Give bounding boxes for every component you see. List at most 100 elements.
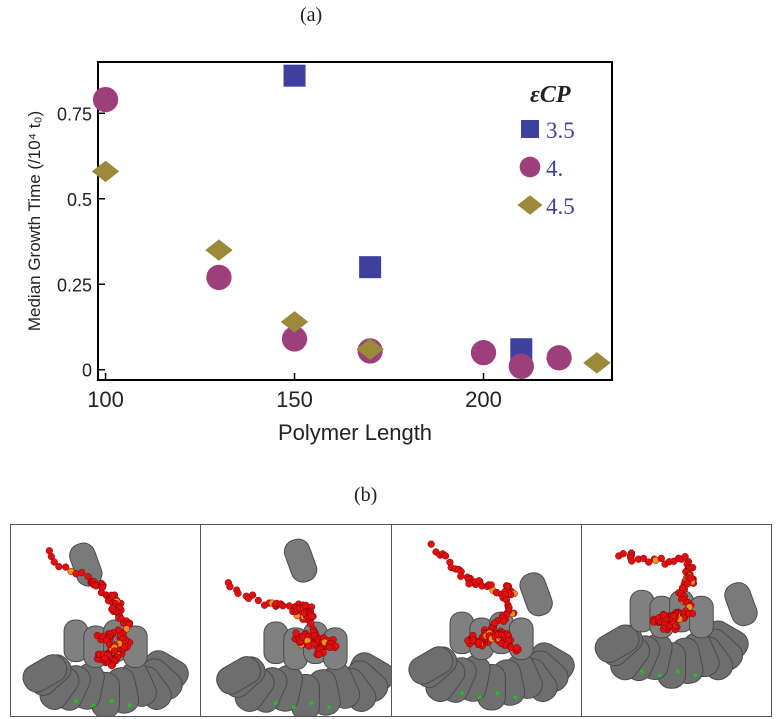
accent-bead [327,705,332,710]
polymer-bead [659,611,668,619]
polymer-bead [254,596,263,605]
polymer-bead [315,650,323,659]
point-series-1 [470,339,497,366]
polymer-bead [292,629,300,637]
point-series-1 [92,86,119,113]
polymer-bead [308,612,316,620]
scatter-chart: 100 150 200 0 0.25 0.5 0.75 Polymer Length Me… [25,61,613,445]
accent-bead [693,673,698,678]
point-series-2 [280,311,309,333]
polymer-bead [639,554,647,563]
accent-bead [127,703,132,708]
legend-marker [517,195,543,215]
polymer-bead [50,558,58,566]
accent-bead [459,691,464,696]
polymer-bead [249,591,257,599]
y-tick-label: 0.75 [57,104,92,124]
polymer-bead [456,572,464,580]
polymer-bead [47,552,55,561]
polymer-bead [226,583,234,591]
accent-bead [109,699,114,704]
data-points [91,64,611,379]
polymer-bead [101,654,109,663]
polymer-bead [55,563,63,571]
legend-entry-label: 3.5 [546,118,575,143]
snapshot-panel-2 [201,525,392,716]
x-tick-label: 100 [87,387,124,412]
polymer-bead [107,661,116,670]
polymer-bead [464,580,473,588]
polymer-bead [619,550,627,558]
capsid-snapshot-1 [22,542,189,716]
accent-bead [73,699,78,704]
x-axis: 100 150 200 [87,373,502,412]
polymer-bead [279,602,287,610]
accent-bead [291,705,296,710]
polymer-bead [120,643,128,651]
x-tick-label: 200 [465,387,502,412]
x-axis-label: Polymer Length [278,420,432,445]
point-series-1 [206,264,232,291]
accent-bead [495,691,499,696]
accent-bead [477,695,482,700]
capsid-snapshot-4 [594,549,758,689]
polymer-bead [627,557,636,565]
polymer-bead [474,638,482,647]
polymer-bead [62,563,70,571]
polymer-bead [332,642,340,650]
point-series-0 [359,256,382,279]
panel-b-label: (b) [354,484,378,506]
polymer-bead [687,574,695,582]
accent-bead [309,701,314,706]
point-series-2 [583,352,611,374]
polymer-bead [681,553,689,561]
polymer-bead [427,540,435,548]
snapshot-panel-1 [11,525,202,716]
snapshot-strip [10,524,772,717]
polymer-bead [234,589,242,597]
polymer-bead [78,569,86,577]
accent-bead [274,701,279,706]
polymer-bead [109,604,117,612]
point-series-0 [510,338,533,361]
capsomer-subunit [216,656,262,695]
legend-entry-label: 4.5 [546,194,575,219]
accent-bead [512,695,517,700]
point-series-1 [508,353,534,379]
y-tick-label: 0.25 [57,275,92,295]
snapshot-panel-4 [582,525,771,716]
legend-entry-label: 4. [546,156,563,181]
capsid-snapshot-2 [216,538,391,716]
y-axis: 0 0.25 0.5 0.75 [57,104,105,381]
polymer-bead [108,592,117,600]
polymer-bead [123,625,131,633]
point-series-1 [281,326,308,352]
panel-a-label: (a) [300,4,323,26]
polymer-bead [499,617,507,625]
capsomer-subunit [518,572,553,617]
capsid-snapshot-3 [407,540,575,711]
polymer-bead [644,558,653,566]
capsomer-subunit [407,646,453,685]
capsomer-subunit [594,624,640,663]
y-axis-label: Median Growth Time (/10⁴ t₀) [25,111,44,331]
legend: εCP 3.5 4. 4.5 [517,82,575,219]
y-tick-label: 0.5 [67,190,92,210]
accent-bead [657,673,662,678]
legend-title: εCP [530,82,571,108]
accent-bead [91,703,96,708]
point-series-1 [546,345,572,371]
point-series-0 [283,64,306,87]
polymer-bead [111,647,119,655]
y-tick-label: 0 [82,361,92,381]
capsomer-subunit [284,538,318,583]
polymer-bead [441,552,449,560]
capsomer-subunit [22,654,68,693]
polymer-bead [657,554,665,562]
point-series-2 [205,239,233,261]
polymer-bead [683,580,692,588]
x-tick-label: 150 [276,387,313,412]
accent-bead [639,669,644,674]
point-series-2 [91,160,120,183]
plot-frame [97,61,613,381]
